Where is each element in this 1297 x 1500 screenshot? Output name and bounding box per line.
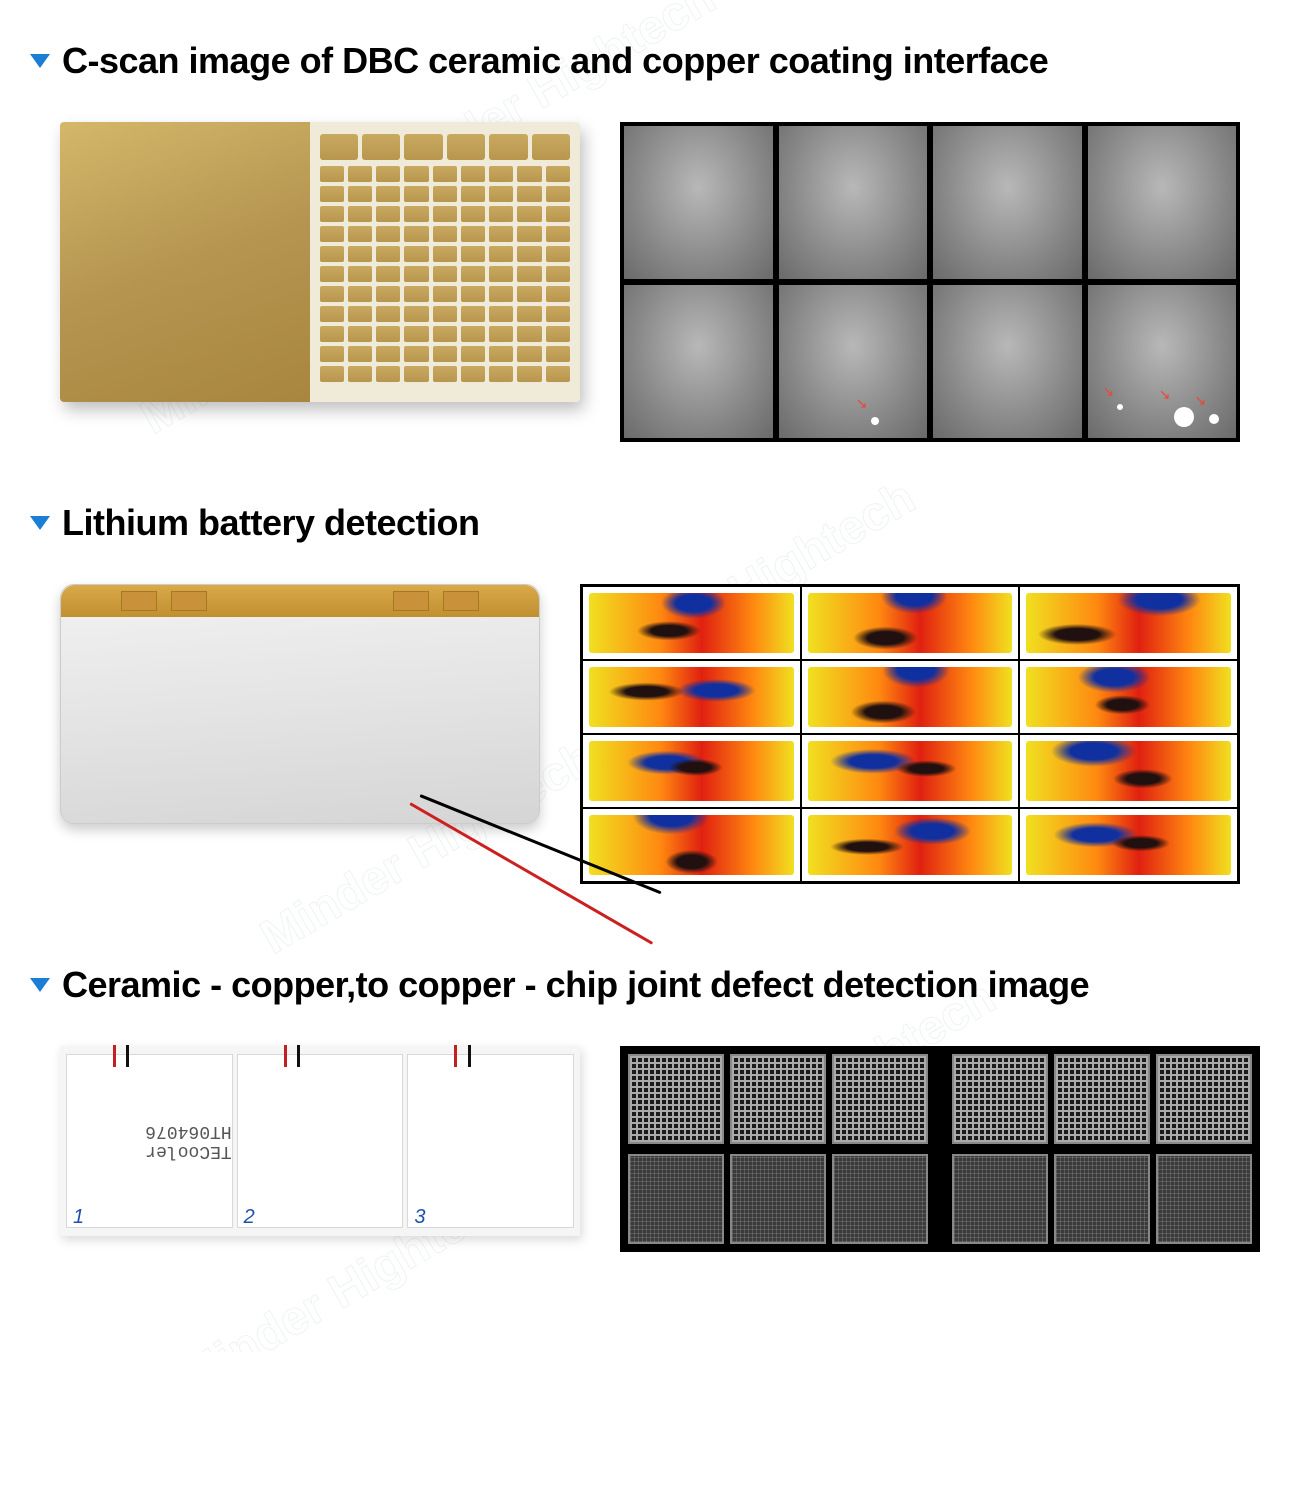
chip-scan bbox=[832, 1054, 928, 1144]
chip-scan bbox=[730, 1054, 826, 1144]
battery-tab bbox=[393, 591, 429, 611]
section-header: Ceramic - copper,to copper - chip joint … bbox=[30, 964, 1267, 1006]
chip-scan bbox=[1156, 1054, 1252, 1144]
battery-tab bbox=[443, 591, 479, 611]
section-lithium: Lithium battery detection bbox=[30, 502, 1267, 904]
cscan-cell bbox=[933, 285, 1082, 438]
thermal-cell bbox=[1019, 586, 1238, 660]
cscan-cell: ↘ ↘ ↘ bbox=[1088, 285, 1237, 438]
tec-wire bbox=[454, 1045, 457, 1067]
thermal-cell bbox=[582, 734, 801, 808]
chip-scan bbox=[952, 1154, 1048, 1244]
defect-arrow-icon: ↘ bbox=[856, 395, 868, 412]
tec-number: 3 bbox=[414, 1206, 425, 1229]
tec-label: TECooler HT064076 bbox=[67, 1121, 232, 1161]
tec-wire bbox=[126, 1045, 129, 1067]
chip-scan bbox=[1156, 1154, 1252, 1244]
defect-arrow-icon: ↘ bbox=[1159, 386, 1171, 403]
chip-scan bbox=[1054, 1054, 1150, 1144]
defect-arrow-icon: ↘ bbox=[1194, 392, 1206, 409]
defect-spot bbox=[871, 417, 879, 425]
tec-module: 2 bbox=[237, 1054, 404, 1228]
tec-wire bbox=[297, 1045, 300, 1067]
chip-scan bbox=[628, 1054, 724, 1144]
defect-arrow-icon: ↘ bbox=[1102, 383, 1114, 400]
cscan-cell bbox=[933, 126, 1082, 279]
section-title: Ceramic - copper,to copper - chip joint … bbox=[62, 964, 1089, 1006]
chip-scan bbox=[1054, 1154, 1150, 1244]
tec-modules-photo: TECooler HT064076 1 2 3 bbox=[60, 1046, 580, 1236]
dbc-copper-plate bbox=[60, 122, 310, 402]
thermal-cell bbox=[582, 660, 801, 734]
defect-spot bbox=[1117, 404, 1123, 410]
thermal-scan-grid bbox=[580, 584, 1240, 884]
triangle-icon bbox=[30, 54, 50, 68]
battery-tab bbox=[121, 591, 157, 611]
battery-photo bbox=[60, 584, 540, 904]
cscan-cell: ↘ bbox=[779, 285, 928, 438]
section-title: C-scan image of DBC ceramic and copper c… bbox=[62, 40, 1048, 82]
thermal-cell bbox=[1019, 808, 1238, 882]
tec-number: 2 bbox=[244, 1206, 255, 1229]
section-header: C-scan image of DBC ceramic and copper c… bbox=[30, 40, 1267, 82]
section-header: Lithium battery detection bbox=[30, 502, 1267, 544]
thermal-cell bbox=[1019, 734, 1238, 808]
tec-number: 1 bbox=[73, 1206, 84, 1229]
chip-group bbox=[628, 1154, 928, 1244]
triangle-icon bbox=[30, 978, 50, 992]
tec-wire bbox=[284, 1045, 287, 1067]
chip-scan bbox=[628, 1154, 724, 1244]
tec-wire bbox=[468, 1045, 471, 1067]
thermal-cell bbox=[801, 808, 1020, 882]
cscan-cell bbox=[1088, 126, 1237, 279]
battery-tab bbox=[171, 591, 207, 611]
dbc-sample-photo bbox=[60, 122, 580, 402]
cscan-cell bbox=[624, 126, 773, 279]
chip-scan-panel bbox=[620, 1046, 1260, 1252]
chip-group bbox=[628, 1054, 928, 1144]
section-title: Lithium battery detection bbox=[62, 502, 480, 544]
tec-module: TECooler HT064076 1 bbox=[66, 1054, 233, 1228]
defect-spot bbox=[1209, 414, 1219, 424]
chip-scan bbox=[730, 1154, 826, 1244]
tec-wire bbox=[113, 1045, 116, 1067]
chip-group bbox=[952, 1154, 1252, 1244]
thermal-cell bbox=[801, 734, 1020, 808]
tec-module: 3 bbox=[407, 1054, 574, 1228]
triangle-icon bbox=[30, 516, 50, 530]
section-ceramic-copper: Ceramic - copper,to copper - chip joint … bbox=[30, 964, 1267, 1252]
cscan-cell bbox=[779, 126, 928, 279]
chip-scan bbox=[952, 1054, 1048, 1144]
thermal-cell bbox=[1019, 660, 1238, 734]
thermal-cell bbox=[582, 808, 801, 882]
cscan-cell bbox=[624, 285, 773, 438]
defect-spot bbox=[1174, 407, 1194, 427]
chip-row bbox=[628, 1154, 1252, 1244]
chip-row bbox=[628, 1054, 1252, 1144]
section-dbc: C-scan image of DBC ceramic and copper c… bbox=[30, 40, 1267, 442]
dbc-pattern-plate bbox=[310, 122, 580, 402]
thermal-cell bbox=[582, 586, 801, 660]
cscan-image: ↘ ↘ ↘ ↘ bbox=[620, 122, 1240, 442]
chip-scan bbox=[832, 1154, 928, 1244]
chip-group bbox=[952, 1054, 1252, 1144]
thermal-cell bbox=[801, 586, 1020, 660]
thermal-cell bbox=[801, 660, 1020, 734]
